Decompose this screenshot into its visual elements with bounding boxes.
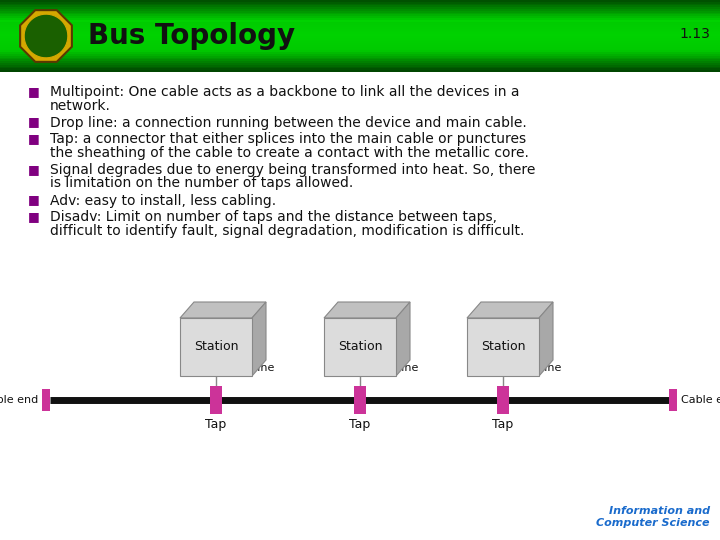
Bar	[0, 6, 720, 9]
Bar	[0, 8, 720, 11]
Text: Adv: easy to install, less cabling.: Adv: easy to install, less cabling.	[50, 193, 276, 207]
Bar	[0, 31, 720, 34]
Text: ■: ■	[28, 132, 40, 145]
Polygon shape	[180, 302, 266, 318]
Bar	[180, 318, 252, 376]
Polygon shape	[324, 302, 410, 318]
Bar	[0, 68, 720, 70]
Bar	[669, 389, 677, 411]
Bar	[0, 4, 720, 7]
Bar	[0, 65, 720, 69]
Bar	[0, 15, 720, 18]
Bar	[0, 58, 720, 61]
Bar	[0, 57, 720, 59]
Bar	[0, 38, 720, 42]
Text: difficult to identify fault, signal degradation, modification is difficult.: difficult to identify fault, signal degr…	[50, 224, 524, 238]
Text: Drop line: a connection running between the device and main cable.: Drop line: a connection running between …	[50, 116, 527, 130]
Text: network.: network.	[50, 98, 111, 112]
Bar	[0, 51, 720, 54]
Bar	[0, 22, 720, 25]
Bar	[467, 318, 539, 376]
Bar	[0, 53, 720, 56]
Bar	[0, 64, 720, 66]
Text: Tap: a connector that either splices into the main cable or punctures: Tap: a connector that either splices int…	[50, 132, 526, 146]
Bar	[0, 1, 720, 4]
Text: ■: ■	[28, 163, 40, 176]
Bar	[0, 10, 720, 12]
Bar	[0, 17, 720, 20]
Bar	[0, 40, 720, 43]
Bar	[0, 21, 720, 23]
Bar	[0, 48, 720, 50]
Text: Drop line: Drop line	[368, 363, 418, 373]
Bar	[0, 49, 720, 52]
Bar	[0, 60, 720, 63]
Bar	[0, 44, 720, 47]
Bar	[0, 26, 720, 29]
Bar	[0, 14, 720, 16]
Bar	[0, 55, 720, 58]
Bar	[0, 62, 720, 65]
Bar	[210, 386, 222, 414]
Text: Cable end: Cable end	[681, 395, 720, 405]
Bar	[0, 35, 720, 38]
Text: Tap: Tap	[492, 418, 513, 431]
Text: Disadv: Limit on number of taps and the distance between taps,: Disadv: Limit on number of taps and the …	[50, 211, 497, 225]
Text: Station: Station	[338, 341, 382, 354]
Polygon shape	[467, 302, 553, 318]
Bar	[354, 386, 366, 414]
Text: Multipoint: One cable acts as a backbone to link all the devices in a: Multipoint: One cable acts as a backbone…	[50, 85, 520, 99]
Bar	[42, 389, 50, 411]
Text: the sheathing of the cable to create a contact with the metallic core.: the sheathing of the cable to create a c…	[50, 146, 529, 160]
Text: Station: Station	[481, 341, 526, 354]
Bar	[324, 318, 396, 376]
Text: is limitation on the number of taps allowed.: is limitation on the number of taps allo…	[50, 177, 354, 191]
Bar	[0, 24, 720, 27]
Bar	[0, 11, 720, 15]
Text: Cable end: Cable end	[0, 395, 38, 405]
Bar	[0, 33, 720, 36]
Text: 1.13: 1.13	[679, 27, 710, 41]
Text: Station: Station	[194, 341, 238, 354]
Polygon shape	[396, 302, 410, 376]
Text: Signal degrades due to energy being transformed into heat. So, there: Signal degrades due to energy being tran…	[50, 163, 536, 177]
Text: Information and
Computer Science: Information and Computer Science	[596, 507, 710, 528]
Polygon shape	[20, 10, 72, 62]
Polygon shape	[252, 302, 266, 376]
Text: ■: ■	[28, 115, 40, 128]
Bar	[0, 46, 720, 49]
Bar	[0, 0, 720, 2]
Text: ■: ■	[28, 193, 40, 206]
Bar	[0, 19, 720, 22]
Polygon shape	[24, 14, 68, 58]
Bar	[0, 30, 720, 32]
Bar	[0, 42, 720, 45]
Polygon shape	[539, 302, 553, 376]
Text: Bus Topology: Bus Topology	[88, 22, 295, 50]
Text: ■: ■	[28, 85, 40, 98]
Text: ■: ■	[28, 210, 40, 223]
Bar	[0, 37, 720, 39]
Text: Tap: Tap	[349, 418, 371, 431]
Text: Tap: Tap	[205, 418, 227, 431]
Bar	[0, 69, 720, 72]
Bar	[497, 386, 509, 414]
Bar	[0, 3, 720, 5]
Text: Drop line: Drop line	[224, 363, 274, 373]
Bar	[0, 28, 720, 31]
Text: Drop line: Drop line	[511, 363, 562, 373]
